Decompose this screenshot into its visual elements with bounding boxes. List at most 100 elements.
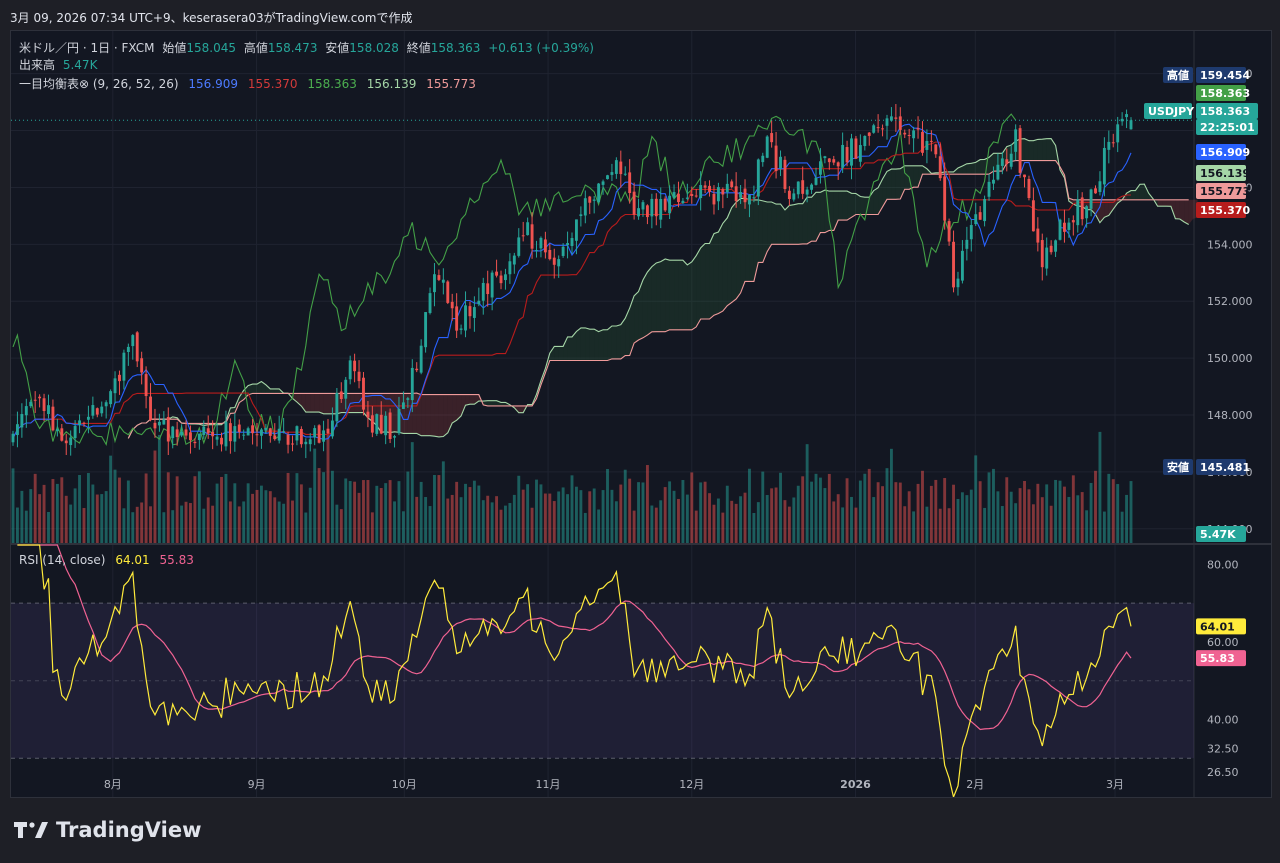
cloud-segment: [882, 171, 887, 207]
volume-bar: [952, 484, 955, 543]
volume-bar: [1067, 496, 1071, 543]
cloud-segment: [1144, 184, 1149, 200]
cloud-segment: [776, 204, 781, 245]
price-tick-3: 154.000: [1207, 238, 1253, 251]
volume-bar: [118, 477, 121, 543]
candle-body: [166, 416, 170, 442]
candle-body: [149, 396, 152, 421]
cloud-segment: [1104, 199, 1109, 218]
cloud-segment: [1108, 199, 1114, 216]
cloud-segment: [461, 394, 466, 416]
candle-body: [215, 436, 219, 440]
candle-body: [1107, 141, 1111, 150]
rsi-ma-tag: 55.83: [1200, 652, 1235, 665]
candle-body: [109, 391, 113, 405]
volume-bar: [632, 510, 636, 543]
candle-body: [548, 249, 552, 260]
cloud-segment: [323, 393, 328, 414]
candle-body: [934, 144, 938, 155]
volume-bar: [983, 507, 987, 543]
volume-bar: [126, 480, 130, 543]
cloud-segment: [1179, 199, 1185, 223]
candle-body: [907, 134, 911, 136]
candle-body: [1054, 240, 1058, 252]
cloud-segment: [634, 291, 639, 344]
volume-bar: [1045, 484, 1049, 543]
volume-bar: [459, 497, 463, 543]
legend-ichimoku: 一目均衡表⊗ (9, 26, 52, 26) 156.909 155.370 1…: [19, 75, 476, 92]
candle-body: [965, 239, 969, 249]
candle-body: [224, 421, 228, 447]
volume-bar: [929, 485, 933, 543]
volume-bar: [1058, 480, 1062, 543]
candle-body: [1036, 228, 1040, 243]
volume-bar: [47, 511, 50, 543]
candle-body: [69, 437, 73, 446]
volume-bar: [393, 501, 396, 543]
candle-body: [144, 374, 148, 397]
candle-body: [339, 391, 343, 400]
volume-bar: [109, 455, 113, 543]
cloud-segment: [647, 266, 652, 336]
volume-bar: [95, 494, 99, 543]
candle-body: [752, 197, 756, 199]
candle-body: [464, 305, 467, 331]
chart-frame[interactable]: 160.000158.000156.000154.000152.000150.0…: [10, 30, 1272, 799]
candle-body: [761, 155, 765, 163]
volume-bar: [299, 484, 303, 543]
time-label-2: 10月: [392, 778, 417, 791]
volume-bar: [486, 495, 490, 543]
volume-bar: [69, 504, 73, 543]
volume-bar: [694, 510, 698, 543]
cloud-segment: [824, 190, 830, 233]
volume-bar: [344, 478, 348, 543]
volume-bar: [1000, 506, 1004, 543]
cloud-segment: [820, 190, 825, 233]
chart-canvas[interactable]: 160.000158.000156.000154.000152.000150.0…: [11, 31, 1271, 799]
cloud-segment: [665, 259, 670, 332]
volume-bar: [357, 492, 361, 543]
candle-body: [251, 425, 255, 434]
chikou-tag: 158.363: [1200, 87, 1250, 100]
low-tag-bg: [1163, 459, 1193, 475]
candle-body: [889, 116, 893, 121]
volume-bar: [752, 512, 756, 543]
volume-bar: [348, 481, 352, 543]
candle-body: [193, 441, 197, 444]
volume-bar: [650, 505, 654, 543]
volume-bars: [11, 431, 1133, 543]
volume-bar: [273, 497, 277, 543]
grid: [11, 31, 1271, 797]
candle-body: [943, 176, 947, 221]
candle-body: [1063, 222, 1066, 232]
cloud-segment: [878, 178, 883, 215]
volume-bar: [867, 468, 871, 543]
volume-bar: [260, 485, 263, 543]
cloud-segment: [682, 260, 688, 330]
volume-bar: [610, 489, 614, 543]
volume-bar: [153, 450, 157, 543]
cloud-segment: [651, 262, 657, 332]
volume-bar: [242, 501, 246, 543]
candle-body: [703, 185, 707, 188]
cloud-segment: [1166, 199, 1171, 207]
volume-bar: [508, 503, 512, 543]
candle-body: [1027, 178, 1031, 199]
volume-bar: [171, 510, 175, 543]
volume-bar: [978, 481, 982, 543]
candle-body: [211, 431, 215, 437]
cloud-segment: [656, 261, 661, 332]
candle-body: [823, 156, 827, 159]
candle-body: [566, 243, 570, 246]
cloud-segment: [620, 318, 626, 359]
volume-bar: [149, 506, 152, 543]
cloud-segment: [731, 202, 737, 303]
cloud-segment: [554, 346, 559, 361]
cloud-segment: [501, 402, 506, 406]
volume-bar: [472, 480, 476, 543]
volume-bar: [215, 483, 219, 543]
volume-bar: [291, 500, 294, 543]
volume-bar: [796, 485, 800, 543]
cloud-segment: [1175, 199, 1180, 220]
candle-body: [282, 431, 286, 433]
